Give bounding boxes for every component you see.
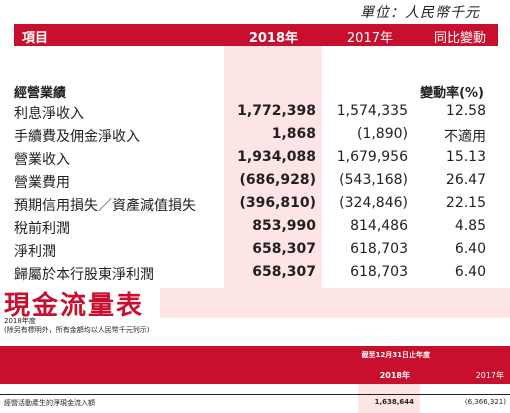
value-2017: 618,703 bbox=[350, 241, 408, 257]
table-row: 營業收入 1,934,088 1,679,956 15.13 bbox=[14, 146, 498, 169]
row-label: 營業收入 bbox=[14, 152, 70, 168]
value-change: 6.40 bbox=[454, 264, 486, 280]
value-change: 15.13 bbox=[445, 149, 486, 165]
header-2017: 2017年 bbox=[346, 31, 393, 46]
table-row: 淨利潤 658,307 618,703 6.40 bbox=[14, 238, 498, 261]
highlight-column bbox=[224, 46, 322, 288]
cashflow-title-band bbox=[160, 288, 510, 318]
cashflow-header-2017: 2017年 bbox=[475, 371, 504, 380]
value-change: 22.15 bbox=[445, 195, 486, 211]
table-row: 營業費用 (686,928) (543,168) 26.47 bbox=[14, 169, 498, 192]
value-2017: 1,574,335 bbox=[336, 103, 408, 119]
row-label: 利息淨收入 bbox=[14, 106, 84, 122]
row-label: 經營活動產生的淨現金流入額 bbox=[4, 399, 95, 407]
row-label: 淨利潤 bbox=[14, 244, 56, 260]
row-label: 稅前利潤 bbox=[14, 221, 70, 237]
cashflow-title: 現金流量表 bbox=[4, 291, 145, 321]
value-2018: 1,868 bbox=[271, 126, 316, 142]
value-change: 12.58 bbox=[445, 103, 486, 119]
header-item: 項目 bbox=[22, 31, 49, 46]
table-row: 手續費及佣金淨收入 1,868 (1,890) 不適用 bbox=[14, 123, 498, 146]
value-2017: (324,846) bbox=[339, 195, 408, 211]
table-row: 預期信用損失／資產減值損失 (396,810) (324,846) 22.15 bbox=[14, 192, 498, 215]
row-label: 營業費用 bbox=[14, 175, 70, 191]
value-2017: 814,486 bbox=[350, 218, 408, 234]
change-rate-header: 變動率(%) bbox=[420, 86, 484, 101]
section-title: 經營業績 bbox=[14, 86, 67, 101]
value-2018: 1,772,398 bbox=[237, 103, 316, 119]
value-2018: 1,934,088 bbox=[237, 149, 316, 165]
header-2018: 2018年 bbox=[248, 31, 298, 46]
row-label: 手續費及佣金淨收入 bbox=[14, 129, 140, 145]
value-2017: 618,703 bbox=[350, 264, 408, 280]
cashflow-year: 2018年度 bbox=[4, 317, 36, 325]
value-change: 4.85 bbox=[454, 218, 486, 234]
value-2017: (6,366,321) bbox=[464, 398, 506, 406]
value-change: 不適用 bbox=[444, 129, 486, 145]
value-2018: (686,928) bbox=[239, 172, 316, 188]
cashflow-highlight-column bbox=[358, 384, 420, 413]
row-label: 預期信用損失／資產減值損失 bbox=[14, 198, 196, 214]
value-change: 26.47 bbox=[445, 172, 486, 188]
value-2017: (1,890) bbox=[356, 126, 408, 142]
row-label: 歸屬於本行股東淨利潤 bbox=[14, 267, 154, 283]
value-2017: (543,168) bbox=[339, 172, 408, 188]
table-row: 稅前利潤 853,990 814,486 4.85 bbox=[14, 215, 498, 238]
period-header: 截至12月31日止年度 bbox=[361, 351, 430, 359]
table-header: 項目 2018年 2017年 同比變動 bbox=[14, 24, 498, 46]
value-change: 6.40 bbox=[454, 241, 486, 257]
cashflow-header-2018: 2018年 bbox=[379, 371, 410, 380]
value-2018: (396,810) bbox=[239, 195, 316, 211]
table-row: 歸屬於本行股東淨利潤 658,307 618,703 6.40 bbox=[14, 261, 498, 284]
value-2018: 1,638,644 bbox=[374, 398, 414, 406]
table-row: 利息淨收入 1,772,398 1,574,335 12.58 bbox=[14, 100, 498, 123]
divider bbox=[0, 394, 510, 395]
value-2018: 853,990 bbox=[252, 218, 316, 234]
unit-label: 單位：人民幣千元 bbox=[360, 5, 480, 21]
value-2018: 658,307 bbox=[252, 264, 316, 280]
value-2018: 658,307 bbox=[252, 241, 316, 257]
header-change: 同比變動 bbox=[433, 31, 486, 46]
cashflow-note: (除另有標明外，所有金額均以人民幣千元列示) bbox=[4, 326, 150, 334]
value-2017: 1,679,956 bbox=[336, 149, 408, 165]
results-table: 利息淨收入 1,772,398 1,574,335 12.58 手續費及佣金淨收… bbox=[14, 100, 498, 284]
cashflow-header: 截至12月31日止年度 2018年 2017年 bbox=[0, 346, 510, 384]
